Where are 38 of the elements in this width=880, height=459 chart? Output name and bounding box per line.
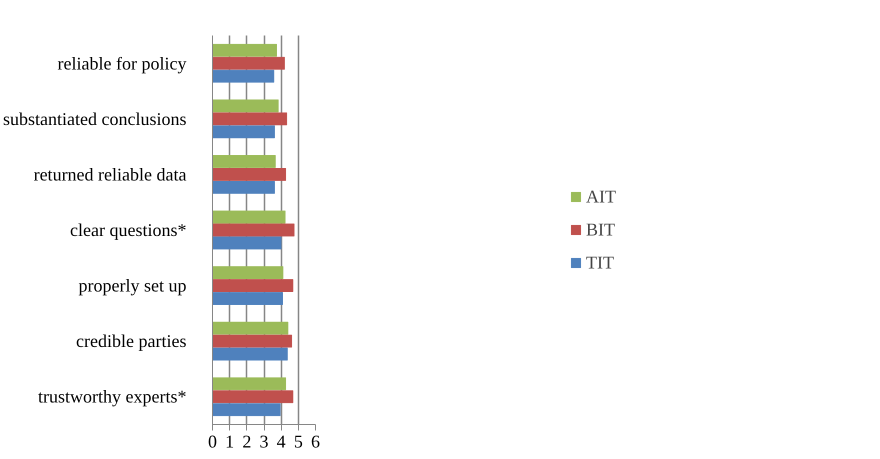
x-tick-label: 6 bbox=[311, 432, 320, 452]
x-tick-label: 1 bbox=[225, 432, 234, 452]
y-tick-label: reliable for policy bbox=[58, 53, 187, 74]
bar bbox=[212, 266, 284, 280]
x-tick-label: 5 bbox=[294, 432, 303, 452]
y-tick-label: credible parties bbox=[76, 331, 187, 352]
legend-label: BIT bbox=[586, 219, 615, 240]
x-tick-label: 2 bbox=[242, 432, 252, 452]
bar bbox=[212, 403, 281, 416]
bar bbox=[212, 180, 275, 194]
bar bbox=[212, 155, 276, 168]
bar bbox=[212, 70, 274, 83]
bar bbox=[212, 390, 294, 404]
x-tick-label: 3 bbox=[260, 432, 268, 452]
bar bbox=[212, 322, 288, 335]
legend-label: TIT bbox=[586, 252, 614, 273]
bar bbox=[212, 125, 275, 138]
y-tick-label: substantiated conclusions bbox=[3, 108, 187, 129]
bar bbox=[212, 236, 282, 250]
legend-label: AIT bbox=[586, 186, 616, 207]
bar bbox=[212, 44, 277, 57]
bar bbox=[212, 334, 292, 348]
x-tick-label: 0 bbox=[208, 432, 217, 452]
bar bbox=[212, 292, 283, 305]
y-tick-label: trustworthy experts* bbox=[38, 386, 187, 407]
bar bbox=[212, 56, 285, 70]
bar bbox=[212, 348, 288, 361]
bar bbox=[212, 279, 294, 292]
bar bbox=[212, 210, 286, 224]
bar bbox=[212, 377, 286, 390]
bar bbox=[212, 168, 286, 181]
x-tick-label: 4 bbox=[276, 432, 286, 452]
bar bbox=[212, 99, 279, 112]
bar bbox=[212, 112, 288, 126]
y-tick-label: clear questions* bbox=[70, 220, 187, 240]
y-tick-label: returned reliable data bbox=[34, 164, 187, 184]
y-tick-label: properly set up bbox=[78, 276, 187, 296]
bar bbox=[212, 224, 294, 236]
